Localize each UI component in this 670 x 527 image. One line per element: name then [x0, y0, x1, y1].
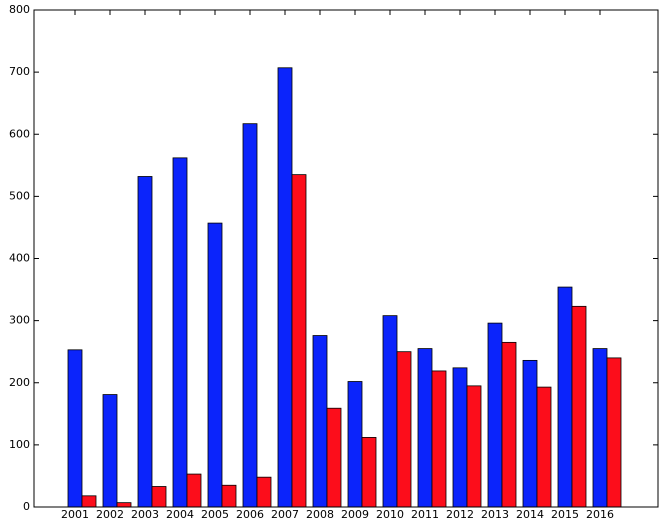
bar — [361, 437, 377, 508]
bar — [522, 359, 538, 508]
y-tick-label: 0 — [23, 500, 30, 513]
y-tick-label: 100 — [9, 438, 30, 451]
bar — [487, 322, 503, 508]
y-tick-label: 700 — [9, 65, 30, 78]
bar — [557, 286, 573, 508]
x-tick-label: 2013 — [481, 508, 509, 521]
y-tick-label: 400 — [9, 252, 30, 265]
bar — [81, 495, 97, 508]
x-tick-label: 2012 — [446, 508, 474, 521]
bar — [466, 385, 482, 508]
x-tick-label: 2010 — [376, 508, 404, 521]
bar — [431, 370, 447, 508]
bar — [137, 176, 153, 508]
x-tick-label: 2008 — [306, 508, 334, 521]
bar — [242, 123, 258, 508]
bar — [116, 502, 132, 508]
bar — [417, 348, 433, 508]
bar — [221, 484, 237, 508]
x-tick-label: 2015 — [551, 508, 579, 521]
x-tick-label: 2002 — [96, 508, 124, 521]
bar — [277, 67, 293, 508]
bar — [396, 351, 412, 508]
bar — [536, 386, 552, 508]
bar — [312, 335, 328, 508]
y-tick-label: 800 — [9, 3, 30, 16]
x-tick-label: 2014 — [516, 508, 544, 521]
bar — [606, 357, 622, 508]
bar — [207, 222, 223, 508]
axes-frame — [33, 9, 659, 508]
y-tick-label: 600 — [9, 127, 30, 140]
bar — [172, 157, 188, 508]
bar — [452, 367, 468, 508]
bar — [186, 473, 202, 508]
x-tick-label: 2001 — [61, 508, 89, 521]
bar — [67, 349, 83, 508]
y-tick-label: 300 — [9, 314, 30, 327]
bar — [291, 174, 307, 508]
bar — [347, 381, 363, 508]
x-tick-label: 2011 — [411, 508, 439, 521]
x-tick-label: 2003 — [131, 508, 159, 521]
y-tick-label: 200 — [9, 376, 30, 389]
bar — [501, 341, 517, 508]
bar — [326, 407, 342, 508]
bar — [382, 315, 398, 508]
x-tick-label: 2016 — [586, 508, 614, 521]
bar — [571, 305, 587, 508]
x-tick-label: 2005 — [201, 508, 229, 521]
bar — [151, 486, 167, 508]
y-tick-label: 500 — [9, 189, 30, 202]
bar — [256, 476, 272, 508]
x-tick-label: 2006 — [236, 508, 264, 521]
x-tick-label: 2004 — [166, 508, 194, 521]
bar — [102, 394, 118, 508]
x-tick-label: 2009 — [341, 508, 369, 521]
bar — [592, 348, 608, 508]
x-tick-label: 2007 — [271, 508, 299, 521]
